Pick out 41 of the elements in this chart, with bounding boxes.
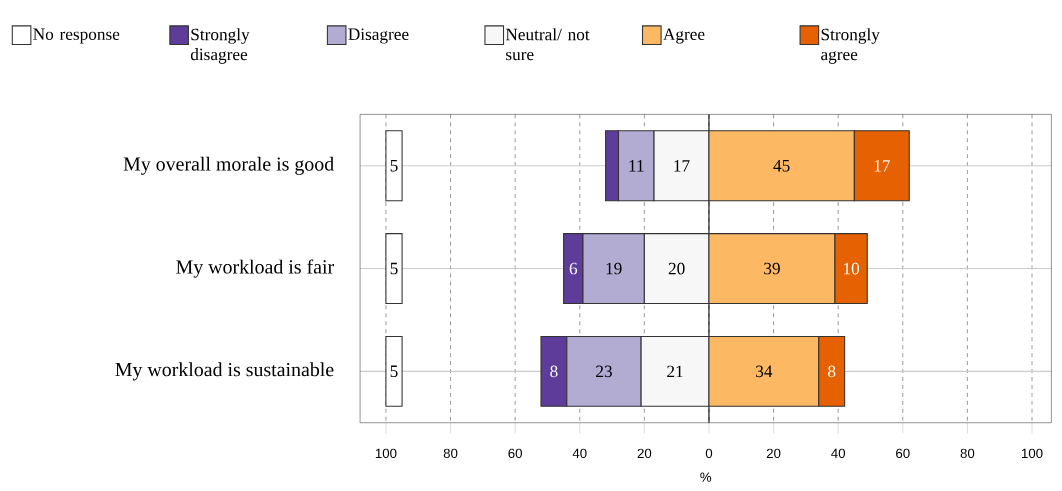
data-label: 39	[764, 262, 780, 275]
data-label: 20	[668, 262, 685, 275]
data-label: 34	[756, 365, 773, 377]
y-tick-label: My overall morale is good	[123, 156, 334, 175]
x-tick-label: 100	[375, 448, 397, 458]
data-label: 21	[667, 365, 683, 377]
y-tick-label: My workload is fair	[176, 259, 334, 278]
data-label: 5	[390, 365, 398, 377]
x-tick-label: 60	[508, 448, 522, 458]
bar	[385, 232, 403, 304]
x-tick-label: 20	[766, 448, 781, 458]
x-tick-label: 80	[960, 448, 975, 458]
data-label: 23	[596, 365, 612, 377]
data-label: 5	[390, 262, 398, 275]
x-tick-label: 80	[443, 448, 458, 458]
data-label: 19	[606, 262, 622, 275]
data-label: 6	[569, 262, 578, 275]
x-tick-label: 100	[1021, 448, 1043, 458]
legend-label: No response	[33, 28, 120, 44]
bar	[385, 130, 403, 202]
data-label: 10	[844, 262, 860, 275]
x-tick-label: 0	[705, 448, 713, 458]
y-tick-label: My workload is sustainable	[115, 362, 334, 381]
x-axis-title: %	[700, 472, 712, 482]
legend-label: Disagree	[348, 28, 409, 44]
data-label: 17	[874, 159, 890, 172]
bar	[385, 335, 403, 407]
data-label: 8	[828, 365, 836, 377]
x-tick-label: 60	[896, 448, 910, 458]
x-tick-label: 40	[572, 448, 587, 458]
data-label: 5	[390, 159, 398, 172]
legend-label: Strongly agree	[821, 27, 880, 64]
data-label: 8	[550, 365, 558, 377]
x-tick-label: 20	[637, 448, 652, 458]
legend-label: Neutral/ not sure	[505, 27, 590, 61]
x-tick-label: 40	[831, 448, 846, 458]
data-label: 17	[674, 159, 690, 172]
data-label: 45	[773, 159, 790, 172]
legend-label: Strongly disagree	[190, 27, 250, 64]
legend-label: Agree	[663, 28, 705, 44]
data-label: 11	[629, 159, 644, 172]
